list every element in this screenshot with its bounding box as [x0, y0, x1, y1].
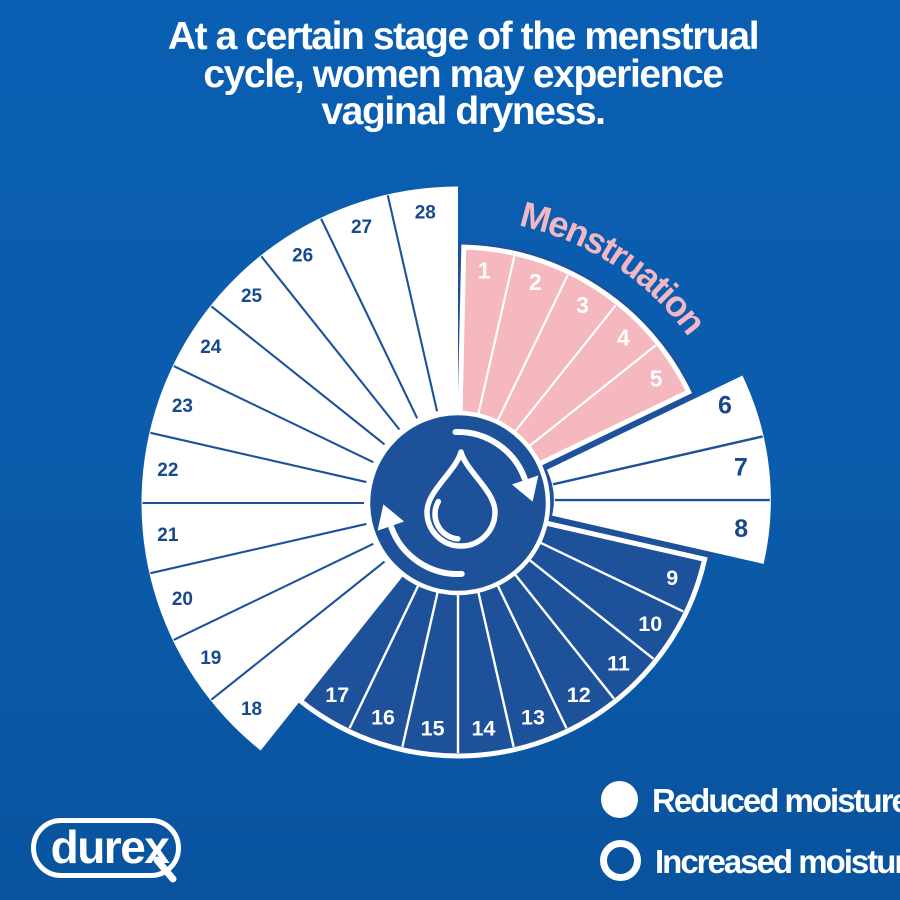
svg-text:9: 9: [666, 566, 678, 590]
svg-text:15: 15: [421, 717, 445, 741]
svg-text:7: 7: [734, 454, 748, 482]
svg-text:10: 10: [638, 612, 662, 636]
svg-text:28: 28: [415, 202, 436, 223]
svg-text:2: 2: [529, 269, 542, 295]
svg-text:20: 20: [172, 589, 193, 610]
svg-text:21: 21: [157, 525, 179, 546]
svg-text:23: 23: [172, 396, 193, 417]
svg-text:16: 16: [371, 705, 395, 729]
svg-text:26: 26: [292, 245, 313, 266]
svg-text:17: 17: [325, 683, 349, 707]
svg-text:13: 13: [521, 705, 545, 729]
svg-text:5: 5: [650, 366, 663, 392]
svg-text:19: 19: [200, 648, 221, 669]
svg-text:8: 8: [734, 515, 748, 543]
svg-text:11: 11: [607, 652, 630, 676]
svg-text:22: 22: [157, 460, 178, 481]
svg-text:14: 14: [471, 717, 495, 741]
svg-text:18: 18: [241, 699, 262, 720]
svg-text:25: 25: [241, 286, 263, 307]
svg-text:12: 12: [567, 683, 591, 707]
svg-text:24: 24: [200, 337, 222, 358]
svg-text:3: 3: [576, 292, 589, 318]
svg-text:1: 1: [478, 257, 491, 283]
svg-text:6: 6: [718, 392, 732, 420]
svg-text:27: 27: [351, 217, 372, 238]
svg-text:4: 4: [617, 325, 630, 351]
